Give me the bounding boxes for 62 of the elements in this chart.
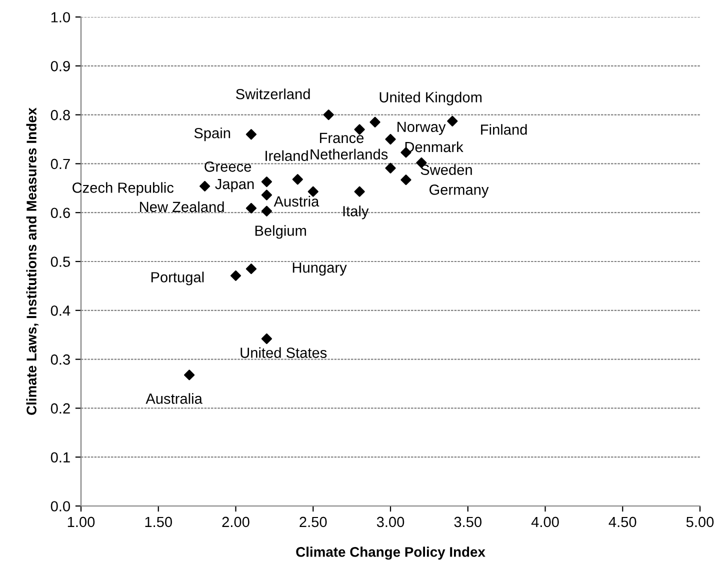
- x-tick-label: 4.00: [531, 516, 559, 528]
- point: [261, 206, 272, 216]
- annotation: France: [320, 132, 364, 144]
- annotation: Hungary: [292, 262, 347, 276]
- x-tick-label: 1.50: [145, 516, 172, 528]
- point: [323, 110, 334, 120]
- x-tick-label: 4.50: [608, 516, 636, 528]
- x-axis-title: Climate Change Policy Index: [296, 546, 486, 560]
- y-tick-label: 0.5: [50, 256, 70, 267]
- x-tick-label: 3.00: [376, 516, 404, 528]
- point: [261, 190, 272, 200]
- x-tick-label: 1.00: [68, 516, 95, 528]
- y-axis-title: Climate Laws, Institutions and Measures Index: [26, 108, 38, 415]
- annotation: Greece: [204, 161, 252, 172]
- annotation: Japan: [215, 179, 254, 192]
- point: [230, 270, 242, 281]
- y-tick-label: 0.2: [50, 403, 70, 414]
- y-tick-label: 1.0: [51, 12, 70, 22]
- y-tick-label: 0.9: [50, 61, 70, 72]
- annotation: Netherlands: [310, 148, 388, 160]
- annotation: Norway: [398, 122, 446, 135]
- y-tick-label: 0.0: [50, 501, 70, 512]
- annotation: United Kingdom: [380, 92, 482, 106]
- x-tick-label: 5.00: [686, 516, 714, 528]
- annotation: Portugal: [151, 272, 204, 286]
- point: [246, 129, 257, 140]
- point: [246, 264, 257, 274]
- annotation: Australia: [146, 393, 202, 404]
- y-tick-label: 0.1: [50, 452, 70, 463]
- annotation: Austria: [274, 196, 320, 207]
- x-tick-label: 2.50: [300, 516, 327, 528]
- y-tick-label: 0.8: [50, 110, 70, 120]
- y-tick-label: 0.6: [50, 208, 70, 218]
- annotation: Switzerland: [236, 88, 310, 100]
- annotation: Belgium: [255, 225, 306, 239]
- y-tick-label: 0.7: [50, 158, 70, 170]
- point: [200, 180, 210, 192]
- point: [370, 116, 380, 128]
- annotation: Czech Republic: [72, 182, 174, 196]
- annotation: Germany: [430, 184, 489, 198]
- x-tick-label: 2.00: [222, 516, 250, 528]
- annotation: Denmark: [405, 141, 464, 152]
- point: [400, 174, 412, 186]
- point: [385, 162, 396, 174]
- y-tick-label: 0.3: [50, 354, 70, 365]
- point: [184, 370, 195, 380]
- point: [292, 174, 303, 185]
- point: [261, 333, 272, 344]
- point: [354, 186, 365, 197]
- point: [385, 134, 396, 145]
- annotation: Finland: [481, 124, 527, 135]
- point: [261, 176, 272, 188]
- point: [447, 116, 458, 126]
- point: [246, 202, 257, 214]
- x-tick-label: 3.50: [454, 516, 482, 528]
- annotation: Ireland: [266, 150, 308, 162]
- y-tick-label: 0.4: [50, 306, 70, 316]
- annotation: United States: [240, 347, 327, 358]
- annotation: New Zealand: [140, 201, 224, 212]
- annotation: Sweden: [420, 164, 472, 175]
- annotation: Spain: [194, 128, 230, 142]
- annotation: Italy: [343, 206, 369, 220]
